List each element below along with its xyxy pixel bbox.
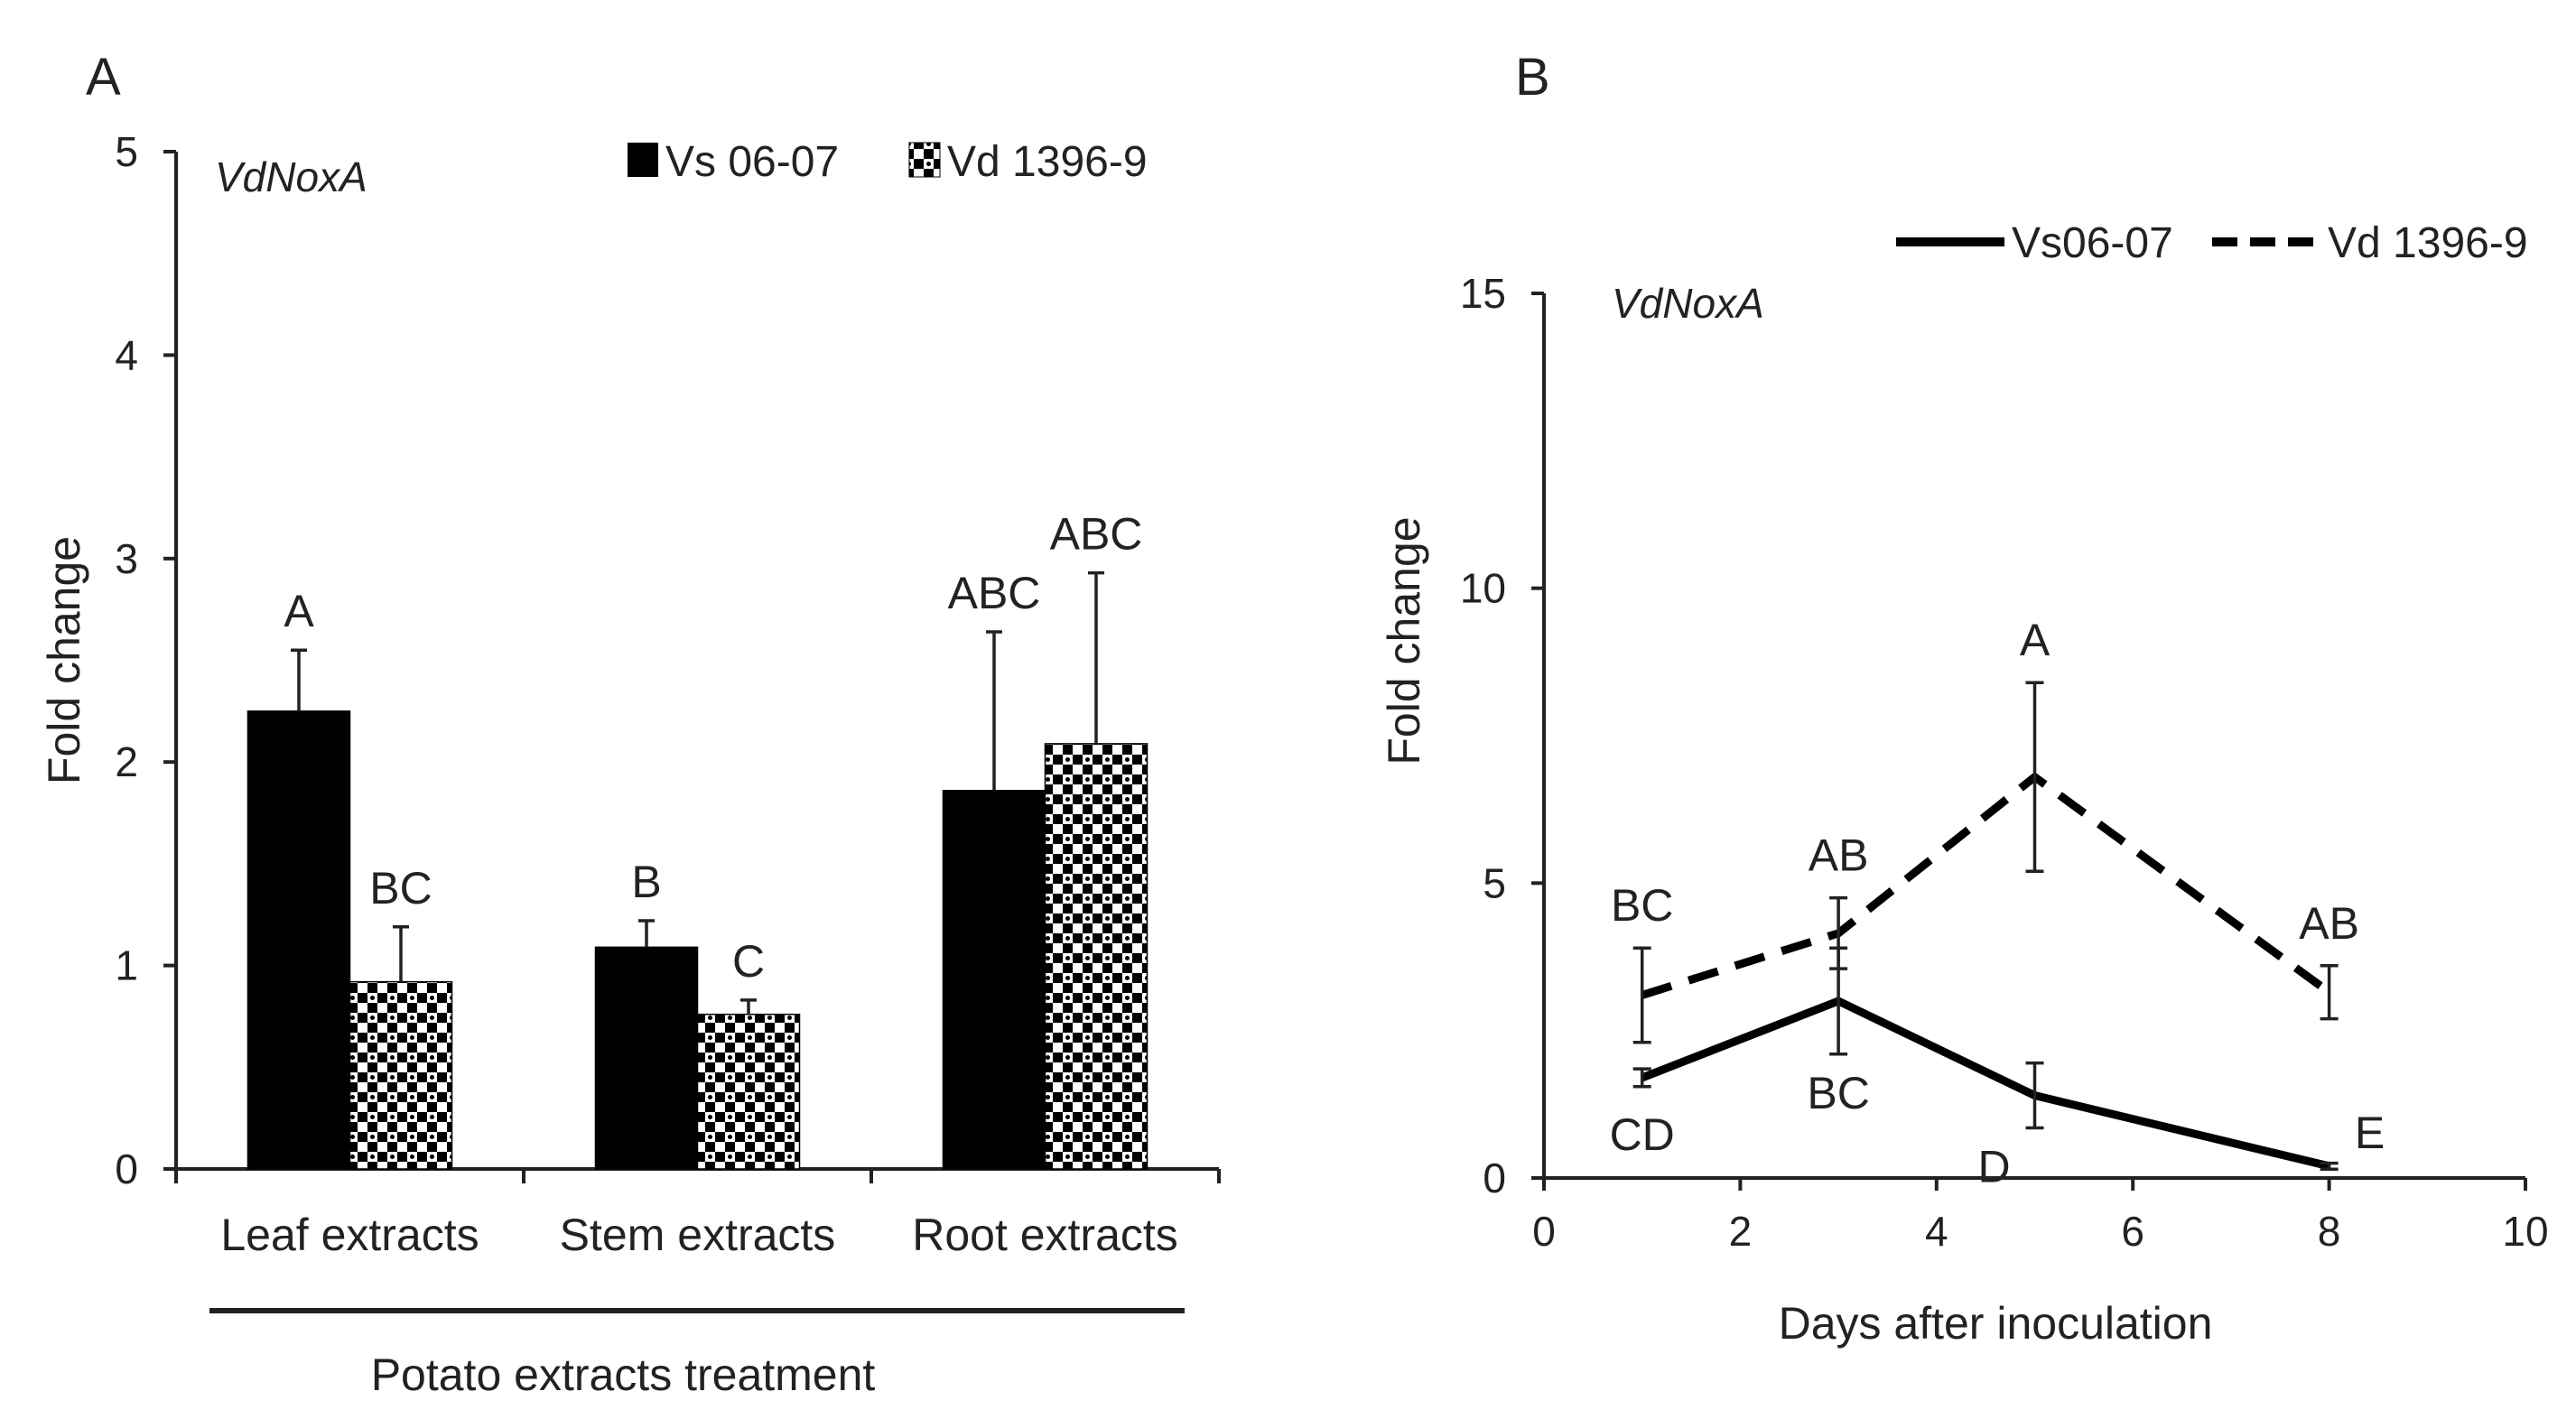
- panel-b-x-tick-label: 6: [2121, 1208, 2144, 1255]
- legend-label-vs-06-07: Vs 06-07: [665, 138, 839, 186]
- panel-b-line-chart: B VdNoxA Fold change Days after inoculation…: [1379, 48, 2549, 1349]
- significance-label: BC: [1611, 880, 1673, 931]
- significance-label: ABC: [948, 568, 1041, 618]
- bar-vs-06-07-leaf-extracts: [246, 710, 351, 1170]
- series-line-vs06-07: [1641, 997, 2330, 1171]
- significance-label: D: [1977, 1141, 2010, 1192]
- panel-b-y-axis-title: Fold change: [1379, 516, 1429, 765]
- significance-label: ABC: [1050, 509, 1143, 560]
- panel-b-x-tick-label: 8: [2318, 1208, 2341, 1255]
- panel-a-y-tick-label: 1: [115, 942, 138, 989]
- panel-b-x-tick-label: 2: [1729, 1208, 1753, 1255]
- significance-label: AB: [1809, 830, 1869, 881]
- panel-a-gene-label: VdNoxA: [215, 153, 367, 200]
- panel-a-y-tick-label: 2: [115, 738, 138, 785]
- panel-a-y-tick-label: 3: [115, 535, 138, 582]
- bar-vs-06-07-stem-extracts: [594, 946, 699, 1170]
- panel-b-y-tick-label: 5: [1483, 859, 1506, 906]
- legend-label-vd-1396-9: Vd 1396-9: [947, 138, 1148, 186]
- panel-b-x-tick-label: 10: [2502, 1208, 2548, 1255]
- legend-swatch-vs-06-07: [628, 143, 658, 177]
- significance-label: BC: [369, 863, 432, 914]
- significance-label: B: [631, 857, 661, 907]
- significance-label: C: [732, 936, 765, 987]
- series-line-vd-1396-9: [1641, 773, 2332, 999]
- panel-a-y-tick-label: 5: [115, 128, 138, 175]
- significance-label: E: [2355, 1108, 2385, 1158]
- significance-label: CD: [1610, 1109, 1675, 1160]
- x-group-label: Potato extracts treatment: [371, 1349, 876, 1400]
- significance-label: A: [284, 586, 314, 636]
- legend-label-vs06-07: Vs06-07: [2012, 219, 2173, 267]
- panel-b-x-tick-label: 0: [1532, 1208, 1556, 1255]
- panel-a-y-axis-title: Fold change: [39, 536, 89, 784]
- panel-b-y-tick-label: 10: [1460, 565, 1506, 612]
- significance-label: BC: [1807, 1068, 1869, 1118]
- bar-vs-06-07-root-extracts: [942, 790, 1046, 1170]
- legend-label-vd-1396-9: Vd 1396-9: [2328, 219, 2528, 267]
- panel-b-y-tick-label: 15: [1460, 270, 1506, 317]
- significance-label: AB: [2299, 898, 2359, 949]
- panel-b-y-tick-label: 0: [1483, 1155, 1506, 1201]
- significance-label: A: [2020, 615, 2051, 665]
- legend-swatch-vd-1396-9: [908, 142, 941, 178]
- category-label-root-extracts: Root extracts: [912, 1210, 1178, 1260]
- bar-vd-1396-9-leaf-extracts: [349, 980, 453, 1170]
- panel-b-x-axis-title: Days after inoculation: [1779, 1298, 2213, 1349]
- panel-b-x-tick-label: 4: [1925, 1208, 1948, 1255]
- panel-b-label: B: [1515, 48, 1550, 107]
- bar-vd-1396-9-root-extracts: [1044, 743, 1149, 1170]
- panel-b-gene-label: VdNoxA: [1612, 280, 1764, 327]
- panel-a-y-tick-label: 0: [115, 1145, 138, 1192]
- category-label-leaf-extracts: Leaf extracts: [220, 1210, 479, 1260]
- bar-vd-1396-9-stem-extracts: [696, 1013, 801, 1170]
- category-label-stem-extracts: Stem extracts: [560, 1210, 836, 1260]
- panel-a-label: A: [86, 48, 121, 107]
- panel-a-y-tick-label: 4: [115, 331, 138, 378]
